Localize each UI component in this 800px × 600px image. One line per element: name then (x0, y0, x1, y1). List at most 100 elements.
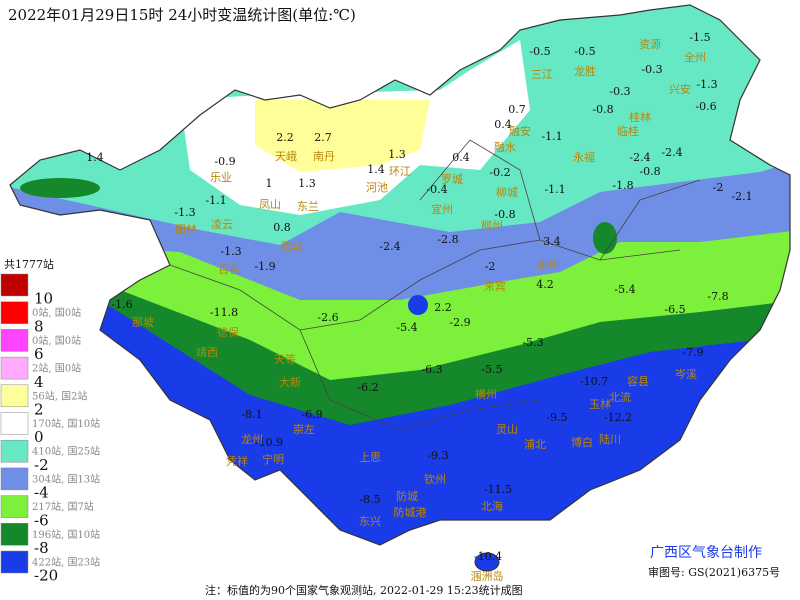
legend-count: 2站, 国0站 (32, 362, 81, 375)
legend-threshold: -20 (34, 567, 58, 585)
place-name: 百色 (218, 262, 240, 276)
legend-threshold: -6 (34, 511, 49, 529)
legend-threshold: -8 (34, 539, 49, 557)
station-value: 1.4 (86, 151, 104, 164)
title: 2022年01月29日15时 24小时变温统计图(单位:℃) (8, 6, 356, 24)
station-value: -1.5 (689, 31, 710, 44)
place-name: 靖西 (196, 346, 218, 359)
station-value: 4.2 (536, 278, 554, 291)
legend-count: 410站, 国25站 (32, 445, 100, 458)
place-name: 天等 (274, 352, 296, 366)
place-name: 巴马 (281, 240, 303, 253)
legend-swatch (0, 412, 29, 435)
legend-count: 196站, 国10站 (32, 528, 100, 541)
place-name: 龙州 (241, 433, 263, 446)
station-value: -9.3 (427, 449, 448, 462)
station-value: -6.5 (664, 303, 685, 316)
legend-count: 0站, 国0站 (32, 334, 81, 347)
place-name: 那坡 (132, 316, 154, 329)
station-value: -1.6 (111, 298, 132, 311)
station-value: 0.7 (508, 103, 526, 116)
station-value: -0.3 (609, 85, 630, 98)
station-value: -11.8 (210, 306, 238, 319)
place-name: 钦州 (424, 473, 446, 486)
station-value: -0.8 (639, 165, 660, 178)
island-border (474, 552, 500, 572)
place-name: 横州 (475, 387, 497, 401)
station-value: -2.6 (317, 311, 338, 324)
legend-threshold: 0 (34, 428, 44, 446)
legend-threshold: 2 (34, 401, 44, 419)
station-value: -0.5 (574, 45, 595, 58)
station-value: 2.2 (276, 131, 294, 144)
station-value: 2.2 (434, 301, 452, 314)
place-name: 玉林 (589, 397, 611, 411)
legend-count: 56站, 国2站 (32, 389, 87, 402)
city-borders (169, 139, 701, 431)
station-value: -2.8 (437, 233, 458, 246)
station-value: -5.4 (396, 321, 417, 334)
station-value: 0.8 (273, 221, 291, 234)
place-name: 凭祥 (226, 454, 248, 468)
station-value: -0.4 (426, 183, 447, 196)
place-name: 融安 (509, 124, 531, 138)
legend-swatch (0, 356, 29, 380)
station-value: -12.2 (604, 411, 632, 424)
station-value: -1.3 (174, 206, 195, 219)
legend-swatch (0, 495, 29, 518)
station-value: -6.2 (357, 381, 378, 394)
station-value: -10.4 (474, 550, 502, 563)
place-name: 宁明 (262, 452, 284, 466)
station-value: -1.3 (696, 78, 717, 91)
station-value: -2.1 (731, 190, 752, 203)
station-value: -2.4 (629, 151, 650, 164)
station-value: -10.7 (580, 375, 608, 388)
place-name: 全州 (684, 50, 706, 64)
legend-threshold: -4 (34, 484, 49, 502)
station-value: -0.9 (214, 155, 235, 168)
legend-count: 170站, 国10站 (32, 417, 100, 430)
station-value: -8.1 (241, 408, 262, 421)
place-name: 临桂 (617, 124, 639, 138)
station-value: -11.5 (484, 483, 512, 496)
station-value: -0.6 (695, 100, 716, 113)
legend-count: 304站, 国13站 (32, 472, 100, 485)
place-name: 宜州 (431, 202, 453, 216)
place-name: 岑溪 (675, 368, 697, 381)
station-value: 1.3 (298, 177, 316, 190)
station-value: -9.5 (546, 411, 567, 424)
legend-swatch (0, 550, 29, 574)
place-name: 来宾 (484, 279, 506, 293)
station-value: -1.8 (612, 179, 633, 192)
place-name: 龙胜 (574, 64, 596, 78)
station-value: -2.4 (661, 146, 682, 159)
place-name: 北海 (481, 499, 503, 513)
place-name: 南丹 (313, 150, 335, 163)
station-value: -2 (713, 181, 724, 194)
station-value: -2 (485, 260, 496, 273)
station-value: -2.4 (379, 240, 400, 253)
station-value: -8.5 (359, 493, 380, 506)
place-name: 防城港 (394, 505, 427, 519)
place-name: 象州 (537, 258, 559, 271)
place-name: 永福 (573, 150, 595, 164)
station-value: -1.1 (205, 194, 226, 207)
place-name: 柳州 (481, 218, 503, 232)
legend-threshold: 4 (34, 373, 44, 391)
place-name: 东兰 (297, 200, 319, 213)
place-name: 三江 (531, 68, 553, 81)
station-value: -6.3 (421, 363, 442, 376)
station-value: -1.1 (544, 183, 565, 196)
place-name: 河池 (366, 181, 388, 194)
station-value: -0.8 (592, 103, 613, 116)
place-name: 天峨 (275, 150, 297, 163)
station-value: -10.9 (255, 436, 283, 449)
station-value: 0.4 (452, 151, 470, 164)
place-name: 融水 (494, 141, 516, 154)
station-value: -5.3 (522, 336, 543, 349)
legend-swatch (0, 439, 29, 463)
legend-threshold: 8 (34, 317, 44, 335)
station-value: -0.2 (489, 166, 510, 179)
station-value: -7.8 (707, 290, 728, 303)
